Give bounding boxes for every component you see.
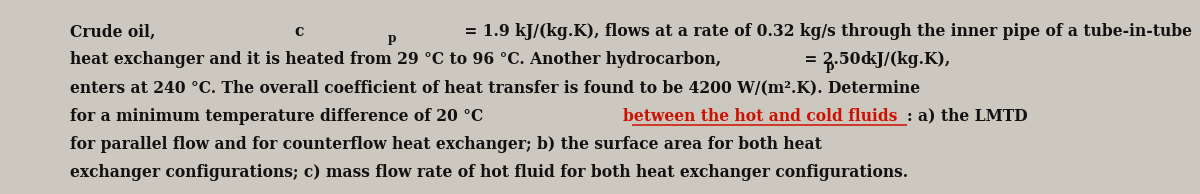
Text: p: p: [388, 32, 396, 45]
Text: = 2.50 kJ/(kg.K),: = 2.50 kJ/(kg.K),: [799, 51, 950, 68]
Text: enters at 240 °C. The overall coefficient of heat transfer is found to be 4200 W: enters at 240 °C. The overall coefficien…: [70, 80, 919, 97]
Text: : a) the LMTD: : a) the LMTD: [907, 108, 1027, 125]
Text: for parallel flow and for counterflow heat exchanger; b) the surface area for bo: for parallel flow and for counterflow he…: [70, 136, 822, 153]
Text: c: c: [295, 23, 304, 40]
Text: exchanger configurations; c) mass flow rate of hot fluid for both heat exchanger: exchanger configurations; c) mass flow r…: [70, 164, 907, 181]
Text: between the hot and cold fluids: between the hot and cold fluids: [623, 108, 896, 125]
Text: p: p: [827, 60, 835, 73]
Text: = 1.9 kJ/(kg.K), flows at a rate of 0.32 kg/s through the inner pipe of a tube-i: = 1.9 kJ/(kg.K), flows at a rate of 0.32…: [460, 23, 1192, 40]
Text: c: c: [860, 51, 870, 68]
Text: for a minimum temperature difference of 20 °C: for a minimum temperature difference of …: [70, 108, 488, 125]
Text: heat exchanger and it is heated from 29 °C to 96 °C. Another hydrocarbon,: heat exchanger and it is heated from 29 …: [70, 51, 726, 68]
Text: Crude oil,: Crude oil,: [70, 23, 161, 40]
